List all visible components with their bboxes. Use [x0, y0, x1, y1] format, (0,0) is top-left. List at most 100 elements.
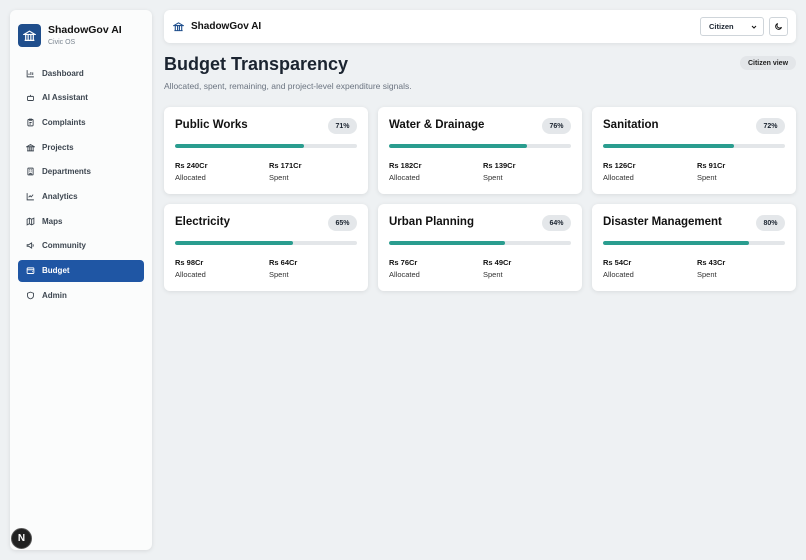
sidebar-item-admin[interactable]: Admin [18, 284, 144, 306]
spent-value: Rs 171Cr [269, 161, 302, 170]
percent-badge: 64% [542, 215, 571, 231]
map-icon [26, 217, 35, 226]
allocated-value: Rs 182Cr [389, 161, 422, 170]
spent-stat: Rs 171Cr Spent [269, 161, 302, 182]
app-subtitle: Civic OS [48, 38, 76, 46]
allocated-value: Rs 98Cr [175, 258, 204, 267]
allocated-label: Allocated [603, 173, 634, 182]
allocated-label: Allocated [175, 173, 206, 182]
sidebar-item-label: Analytics [42, 191, 78, 201]
sidebar-item-label: Community [42, 241, 86, 251]
progress-track [603, 144, 785, 148]
sidebar-item-label: Admin [42, 290, 67, 300]
sidebar-item-label: Budget [42, 266, 70, 275]
allocated-label: Allocated [389, 173, 420, 182]
theme-toggle-button[interactable] [769, 17, 788, 36]
sidebar-item-departments[interactable]: Departments [18, 161, 144, 183]
wallet-icon [26, 266, 35, 275]
view-badge: Citizen view [740, 56, 796, 70]
framework-badge[interactable]: N [11, 528, 32, 549]
progress-track [603, 241, 785, 245]
department-name: Electricity [175, 216, 230, 228]
chevron-down-icon [750, 23, 758, 31]
landmark-icon [26, 143, 35, 152]
sidebar-item-label: AI Assistant [42, 93, 88, 103]
percent-badge: 72% [756, 118, 785, 134]
progress-fill [389, 241, 506, 245]
sidebar-item-label: Complaints [42, 117, 86, 127]
allocated-stat: Rs 76Cr Allocated [389, 258, 420, 279]
spent-stat: Rs 49Cr Spent [483, 258, 511, 279]
topbar: ShadowGov AI Citizen [164, 10, 796, 43]
spent-value: Rs 49Cr [483, 258, 512, 267]
percent-badge: 71% [328, 118, 357, 134]
bar-chart-icon [26, 69, 35, 78]
spent-label: Spent [483, 270, 503, 279]
department-name: Public Works [175, 119, 248, 131]
progress-fill [603, 241, 749, 245]
bot-icon [26, 93, 35, 102]
landmark-icon [18, 24, 41, 47]
progress-track [389, 144, 571, 148]
spent-label: Spent [269, 173, 289, 182]
spent-value: Rs 64Cr [269, 258, 298, 267]
allocated-label: Allocated [389, 270, 420, 279]
percent-badge: 65% [328, 215, 357, 231]
allocated-stat: Rs 98Cr Allocated [175, 258, 206, 279]
sidebar-item-label: Dashboard [42, 68, 84, 78]
allocated-stat: Rs 240Cr Allocated [175, 161, 208, 182]
spent-stat: Rs 64Cr Spent [269, 258, 297, 279]
budget-card: Disaster Management 80% Rs 54Cr Allocate… [592, 204, 796, 291]
sidebar-item-complaints[interactable]: Complaints [18, 111, 144, 133]
progress-fill [603, 144, 735, 148]
department-name: Water & Drainage [389, 119, 485, 131]
allocated-label: Allocated [175, 270, 206, 279]
sidebar-item-label: Projects [42, 142, 74, 152]
chart-icon [26, 192, 35, 201]
budget-card: Water & Drainage 76% Rs 182Cr Allocated … [378, 107, 582, 194]
progress-track [175, 144, 357, 148]
spent-value: Rs 139Cr [483, 161, 516, 170]
sidebar-item-projects[interactable]: Projects [18, 136, 144, 158]
sidebar-item-budget[interactable]: Budget [18, 259, 144, 282]
budget-card: Electricity 65% Rs 98Cr Allocated Rs 64C… [164, 204, 368, 291]
spent-label: Spent [483, 173, 503, 182]
allocated-value: Rs 126Cr [603, 161, 636, 170]
sidebar-item-community[interactable]: Community [18, 235, 144, 257]
spent-label: Spent [697, 173, 717, 182]
progress-track [175, 241, 357, 245]
budget-card: Public Works 71% Rs 240Cr Allocated Rs 1… [164, 107, 368, 194]
progress-fill [175, 144, 305, 148]
allocated-stat: Rs 54Cr Allocated [603, 258, 634, 279]
megaphone-icon [26, 241, 35, 250]
allocated-stat: Rs 126Cr Allocated [603, 161, 636, 182]
spent-label: Spent [269, 270, 289, 279]
building-icon [26, 167, 35, 176]
budget-card: Sanitation 72% Rs 126Cr Allocated Rs 91C… [592, 107, 796, 194]
allocated-label: Allocated [603, 270, 634, 279]
moon-icon [774, 22, 783, 31]
app-name: ShadowGov AI [48, 23, 122, 36]
department-name: Sanitation [603, 119, 659, 131]
sidebar-item-ai-assistant[interactable]: AI Assistant [18, 87, 144, 109]
role-select-value: Citizen [709, 22, 734, 31]
spent-label: Spent [697, 270, 717, 279]
percent-badge: 76% [542, 118, 571, 134]
sidebar-item-dashboard[interactable]: Dashboard [18, 62, 144, 84]
spent-stat: Rs 139Cr Spent [483, 161, 516, 182]
sidebar: ShadowGov AI Civic OS Dashboard AI Assis… [10, 10, 152, 550]
spent-stat: Rs 91Cr Spent [697, 161, 725, 182]
progress-fill [175, 241, 294, 245]
page-subtitle: Allocated, spent, remaining, and project… [164, 81, 412, 91]
sidebar-item-analytics[interactable]: Analytics [18, 185, 144, 207]
spent-stat: Rs 43Cr Spent [697, 258, 725, 279]
allocated-value: Rs 54Cr [603, 258, 632, 267]
department-name: Disaster Management [603, 216, 722, 228]
sidebar-item-label: Departments [42, 167, 91, 177]
spent-value: Rs 91Cr [697, 161, 726, 170]
percent-badge: 80% [756, 215, 785, 231]
allocated-value: Rs 240Cr [175, 161, 208, 170]
sidebar-item-maps[interactable]: Maps [18, 210, 144, 232]
allocated-value: Rs 76Cr [389, 258, 418, 267]
role-select[interactable]: Citizen [700, 17, 764, 36]
